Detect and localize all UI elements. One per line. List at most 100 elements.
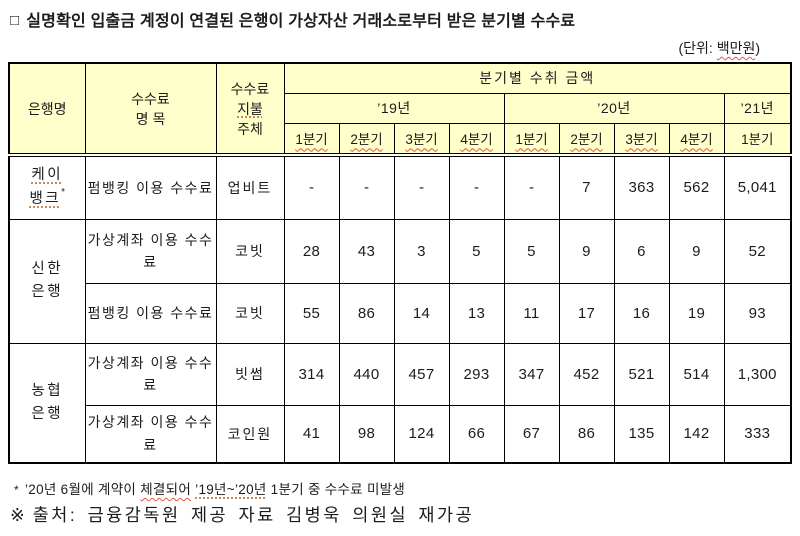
payer-cell: 코빗 [215, 218, 285, 284]
quarter-label: 3분기 [625, 132, 658, 148]
payer-label: 코빗 [235, 243, 265, 259]
value-cell: 5 [503, 218, 560, 284]
quarter-label: 1분기 [295, 132, 328, 148]
value-cell: 16 [613, 282, 670, 344]
value-cell: 457 [393, 342, 450, 406]
col-header-bank-label: 은행명 [27, 100, 67, 117]
col-header-fee-line2: 명 목 [135, 110, 166, 127]
value-cell: 347 [503, 342, 560, 406]
payer-label: 업비트 [227, 179, 273, 196]
quarter-header: 4분기 [668, 122, 725, 157]
unit-note-suffix: ) [755, 40, 760, 56]
value-cell: 93 [723, 282, 792, 344]
fee-type-label: 가상계좌 이용 수수료 [87, 414, 214, 453]
value-cell: - [338, 154, 395, 220]
value-cell: 440 [338, 342, 395, 406]
value-cell: 5,041 [723, 154, 792, 220]
source-note-text: 출처: 금융감독원 제공 자료 김병욱 의원실 재가공 [32, 505, 475, 525]
col-header-payer: 수수료 지불 주체 [215, 62, 285, 157]
value-cell: 41 [283, 404, 340, 464]
quarter-label: 1분기 [515, 132, 548, 148]
square-bullet-icon: □ [10, 12, 20, 29]
value-cell: 28 [283, 218, 340, 284]
bank-name-line2: 뱅크 [29, 191, 62, 208]
value-cell: 1,300 [723, 342, 792, 406]
value-cell: - [448, 154, 505, 220]
value-cell: 6 [613, 218, 670, 284]
unit-note-unit: 백만원 [716, 40, 756, 56]
bank-name-line1: 신한 [31, 260, 64, 277]
value-cell: 13 [448, 282, 505, 344]
table-row-shinhan-1: 신한 은행 가상계좌 이용 수수료 코빗 28 43 3 5 5 9 6 9 5… [8, 218, 792, 344]
payer-label: 빗썸 [235, 366, 265, 382]
quarter-header: 2분기 [558, 122, 615, 157]
value-cell: 9 [558, 218, 615, 284]
quarter-label: 3분기 [405, 132, 438, 148]
quarter-header: 1분기 [283, 122, 340, 157]
value-cell: 52 [723, 218, 792, 284]
value-cell: 293 [448, 342, 505, 406]
fee-type-cell: 가상계좌 이용 수수료 [84, 404, 217, 464]
fee-type-cell: 펌뱅킹 이용 수수료 [84, 282, 217, 344]
value-cell: 86 [338, 282, 395, 344]
value-cell: 67 [503, 404, 560, 464]
quarter-header: 1분기 [503, 122, 560, 157]
value-cell: 43 [338, 218, 395, 284]
quarter-header: 4분기 [448, 122, 505, 157]
table-row-shinhan-2: 펌뱅킹 이용 수수료 코빗 55 86 14 13 11 17 16 19 93 [9, 282, 792, 344]
col-header-bank: 은행명 [8, 62, 86, 157]
value-cell: 314 [283, 342, 340, 406]
payer-cell: 코인원 [215, 404, 285, 464]
value-cell: - [503, 154, 560, 220]
col-header-fee-line1: 수수료 [131, 90, 170, 107]
col-header-payer-line2: 지불 [237, 100, 263, 117]
value-cell: 55 [283, 282, 340, 344]
quarter-label: 2분기 [350, 132, 383, 148]
value-cell: 363 [613, 154, 670, 220]
value-cell: 124 [393, 404, 450, 464]
value-cell: - [283, 154, 340, 220]
col-header-quarterly-amount-label: 분기별 수취 금액 [479, 70, 596, 87]
col-header-payer-line1: 수수료 [230, 80, 270, 97]
quarter-label: 2분기 [570, 132, 603, 148]
quarterly-fees-table: 은행명 수수료 명 목 수수료 지불 주체 분기별 수취 금액 ’19년 ’20… [8, 62, 793, 464]
footnote-contract: * ’20년 6월에 계약이 체결되어 ’19년~’20년 1분기 중 수수료 미… [14, 478, 405, 498]
quarter-header: 3분기 [393, 122, 450, 157]
payer-label: 코빗 [235, 305, 265, 321]
value-cell: 521 [613, 342, 670, 406]
year-header-2021: ’21년 [723, 92, 792, 124]
value-cell: 5 [448, 218, 505, 284]
quarter-header: 1분기 [723, 122, 792, 157]
value-cell: - [393, 154, 450, 220]
value-cell: 17 [558, 282, 615, 344]
unit-note: (단위: 백만원) [678, 38, 760, 58]
year-header-2019: ’19년 [283, 92, 505, 124]
payer-cell: 코빗 [215, 282, 285, 344]
payer-cell: 업비트 [215, 154, 285, 220]
footnote-text-part1: ’20년 6월에 계약이 [24, 482, 141, 497]
value-cell: 19 [668, 282, 725, 344]
source-note: ※ 출처: 금융감독원 제공 자료 김병욱 의원실 재가공 [10, 502, 474, 527]
value-cell: 514 [668, 342, 725, 406]
bank-name-line1: 농협 [31, 382, 64, 399]
reference-mark-icon: ※ [10, 505, 25, 525]
year-2021-label: ’21년 [740, 100, 775, 116]
value-cell: 66 [448, 404, 505, 464]
payer-label: 코인원 [227, 425, 273, 442]
value-cell: 98 [338, 404, 395, 464]
bank-name-line1: 케이 [31, 167, 64, 184]
footnote-text-part3: 1분기 중 수수료 미발생 [266, 482, 406, 497]
value-cell: 452 [558, 342, 615, 406]
footnote-marker: * [61, 187, 66, 199]
quarter-label: 1분기 [741, 132, 774, 148]
table-row-kbank: 케이 뱅크* 펌뱅킹 이용 수수료 업비트 - - - - - 7 363 56… [8, 154, 792, 220]
bank-name-cell: 신한 은행 [8, 218, 86, 344]
page-title-text: 실명확인 입출금 계정이 연결된 은행이 가상자산 거래소로부터 받은 분기별 … [26, 13, 576, 30]
page-title: □ 실명확인 입출금 계정이 연결된 은행이 가상자산 거래소로부터 받은 분기별… [10, 7, 575, 31]
bank-name-line2: 은행 [31, 284, 64, 300]
bank-name-cell: 농협 은행 [8, 342, 86, 464]
bank-name-cell: 케이 뱅크* [8, 154, 86, 220]
value-cell: 3 [393, 218, 450, 284]
value-cell: 142 [668, 404, 725, 464]
